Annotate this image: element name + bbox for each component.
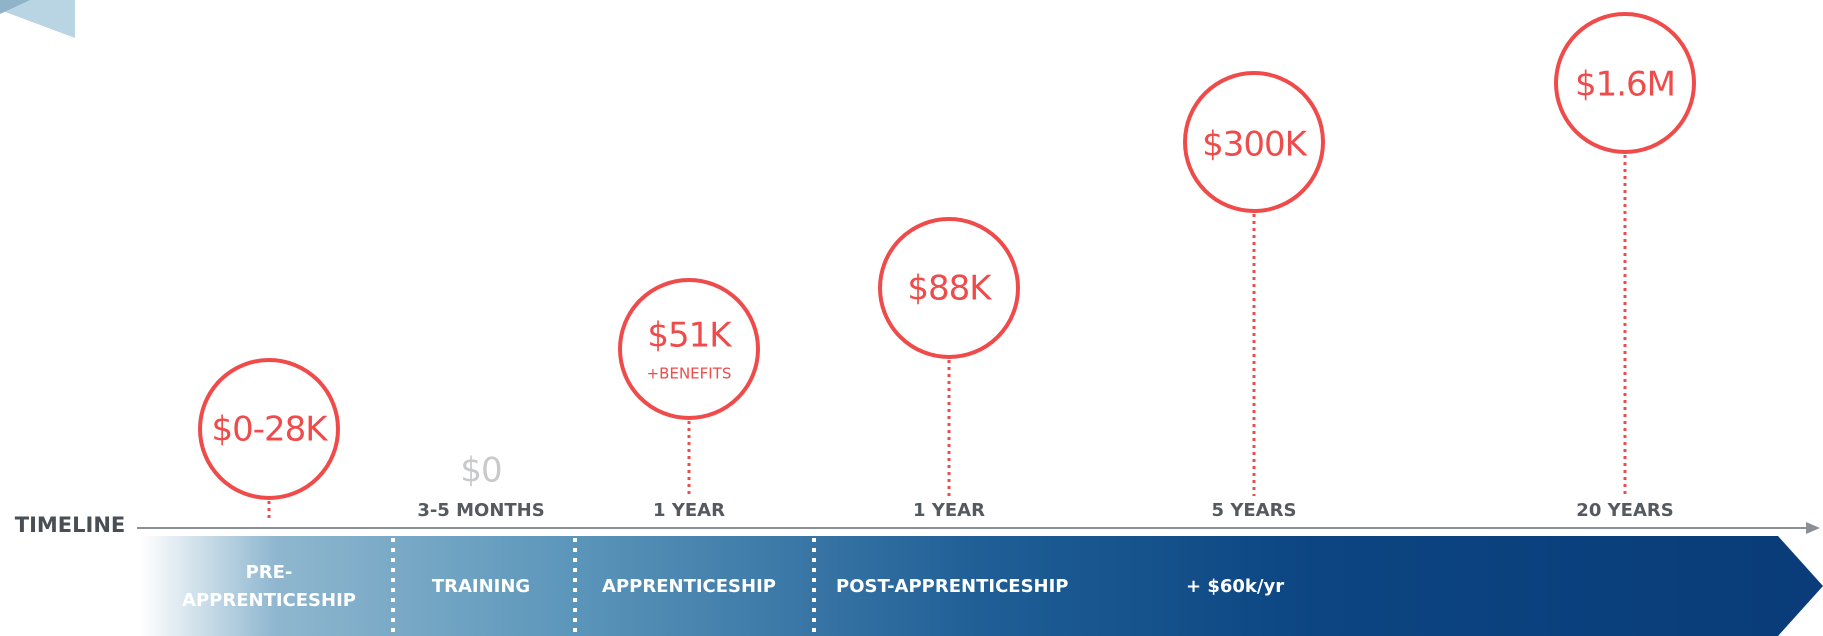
- milestone-duration: 3-5 MONTHS: [417, 500, 544, 521]
- milestone-duration: 20 YEARS: [1576, 500, 1673, 521]
- milestone-amount: $0-28K: [211, 410, 329, 450]
- phase-label: APPRENTICESHIP: [602, 576, 776, 597]
- milestone-amount: $300K: [1202, 125, 1309, 165]
- corner-decoration: [0, 0, 75, 38]
- milestone-note: +BENEFITS: [647, 365, 732, 383]
- phase-label: APPRENTICESHIP: [182, 590, 356, 611]
- milestone-amount: $0: [460, 451, 501, 491]
- timeline-label: TIMELINE: [15, 513, 126, 537]
- milestone-duration: 1 YEAR: [653, 500, 725, 521]
- milestone-circle: [878, 217, 1020, 359]
- timeline-arrow: [1806, 522, 1820, 534]
- milestone-circle: [1554, 12, 1696, 154]
- phase-label: POST-APPRENTICESHIP: [836, 576, 1069, 597]
- phase-label: PRE-: [246, 562, 293, 583]
- corner-decoration: [0, 0, 30, 14]
- milestone-amount: $88K: [907, 269, 993, 309]
- milestone-duration: 5 YEARS: [1212, 500, 1297, 521]
- phase-label: TRAINING: [432, 576, 530, 597]
- milestone-circle: [198, 358, 340, 500]
- milestone-circle: [1183, 71, 1325, 213]
- phase-label: + $60k/yr: [1186, 576, 1284, 597]
- milestone-duration: 1 YEAR: [913, 500, 985, 521]
- milestone-amount: $51K: [647, 316, 733, 356]
- milestone-circle: [618, 278, 760, 420]
- milestone-amount: $1.6M: [1575, 65, 1675, 105]
- phase-band: [140, 536, 1823, 636]
